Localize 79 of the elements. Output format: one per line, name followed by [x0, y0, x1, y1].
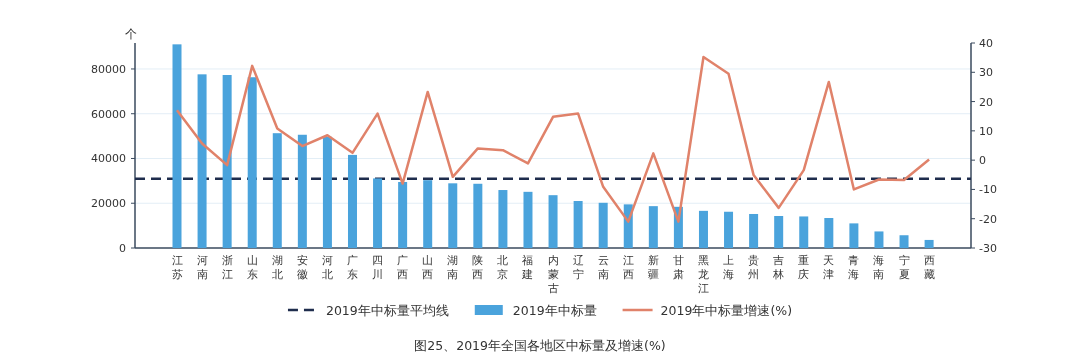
x-tick-label: 内蒙古: [547, 254, 559, 295]
legend-label: 2019年中标量增速(%): [660, 302, 793, 318]
legend-label: 2019年中标量: [512, 302, 597, 318]
y2-tick-label: 0: [979, 154, 986, 168]
x-tick-label: 宁夏: [898, 254, 910, 281]
bar: [373, 178, 383, 248]
bar: [799, 216, 809, 248]
y-tick-label: 40000: [91, 152, 126, 166]
x-tick-label: 河南: [196, 254, 208, 281]
bar: [849, 223, 859, 248]
bar: [297, 134, 307, 248]
bar: [398, 181, 408, 248]
x-tick-label: 陕西: [472, 254, 484, 281]
bar: [724, 211, 734, 248]
x-tick-label: 青海: [848, 254, 860, 281]
x-tick-label: 湖北: [271, 254, 283, 281]
bar: [924, 239, 934, 248]
line-series: [175, 55, 931, 223]
y2-tick-label: 40: [979, 37, 993, 50]
y2-tick-label: -30: [979, 242, 997, 255]
bar: [774, 216, 784, 248]
x-tick-label: 江苏: [171, 254, 183, 281]
x-tick-label: 四川: [372, 254, 384, 281]
x-tick-label: 福建: [521, 254, 534, 281]
bar: [698, 210, 708, 248]
y2-tick-label: 20: [979, 95, 993, 109]
x-tick-label: 新疆: [647, 254, 659, 281]
bar: [347, 154, 357, 248]
x-tick-label: 上海: [723, 254, 735, 281]
x-tick-label: 西藏: [923, 254, 935, 281]
x-tick-label: 甘肃: [672, 254, 684, 281]
bar: [498, 190, 508, 248]
x-tick-label: 重庆: [798, 254, 810, 281]
y2-tick-label: -10: [979, 183, 997, 197]
bar: [749, 213, 759, 248]
x-tick-label: 河北: [321, 254, 333, 281]
y2-tick-label: 10: [979, 124, 993, 138]
x-tick-label: 广西: [397, 254, 409, 281]
y-axis-title: 个: [125, 27, 137, 41]
bar: [874, 231, 884, 248]
bar: [322, 136, 332, 248]
bar: [473, 183, 483, 248]
bar: [548, 195, 558, 248]
bar: [573, 201, 583, 248]
bar: [423, 180, 433, 248]
bar: [598, 202, 608, 248]
y-tick-label: 0: [119, 242, 126, 255]
y-tick-label: 60000: [91, 107, 126, 121]
y-tick-label: 20000: [91, 197, 126, 211]
x-tick-label: 黑龙江: [697, 254, 709, 295]
x-tick-label: 湖南: [447, 254, 459, 281]
x-tick-label: 山东: [246, 254, 258, 281]
x-tick-label: 海南: [873, 254, 885, 281]
bar: [824, 218, 834, 248]
bar: [172, 44, 182, 248]
x-tick-label: 浙江: [221, 254, 233, 281]
bar: [523, 191, 533, 248]
x-tick-label: 安徽: [296, 254, 308, 281]
x-tick-label: 江西: [622, 254, 634, 281]
bar: [222, 75, 232, 248]
y2-tick-label: -20: [979, 212, 997, 226]
legend-label: 2019年中标量平均线: [325, 302, 449, 318]
bar: [197, 74, 207, 248]
x-tick-label: 辽宁: [572, 254, 584, 281]
x-tick-label: 云南: [597, 254, 609, 281]
bar: [648, 206, 658, 248]
y-tick-label: 80000: [91, 62, 126, 76]
x-tick-label: 山西: [422, 254, 434, 281]
bar: [272, 133, 282, 248]
x-tick-label: 广东: [346, 254, 358, 281]
bar: [448, 183, 458, 248]
bar: [899, 235, 909, 248]
bar: [247, 77, 257, 248]
x-tick-label: 北京: [497, 254, 509, 281]
y2-tick-label: 30: [979, 66, 993, 80]
x-tick-label: 贵州: [748, 254, 760, 281]
x-tick-label: 天津: [823, 254, 835, 281]
text: 图25、2019年全国各地区中标量及增速(%): [414, 338, 666, 353]
x-tick-label: 吉林: [772, 254, 785, 281]
